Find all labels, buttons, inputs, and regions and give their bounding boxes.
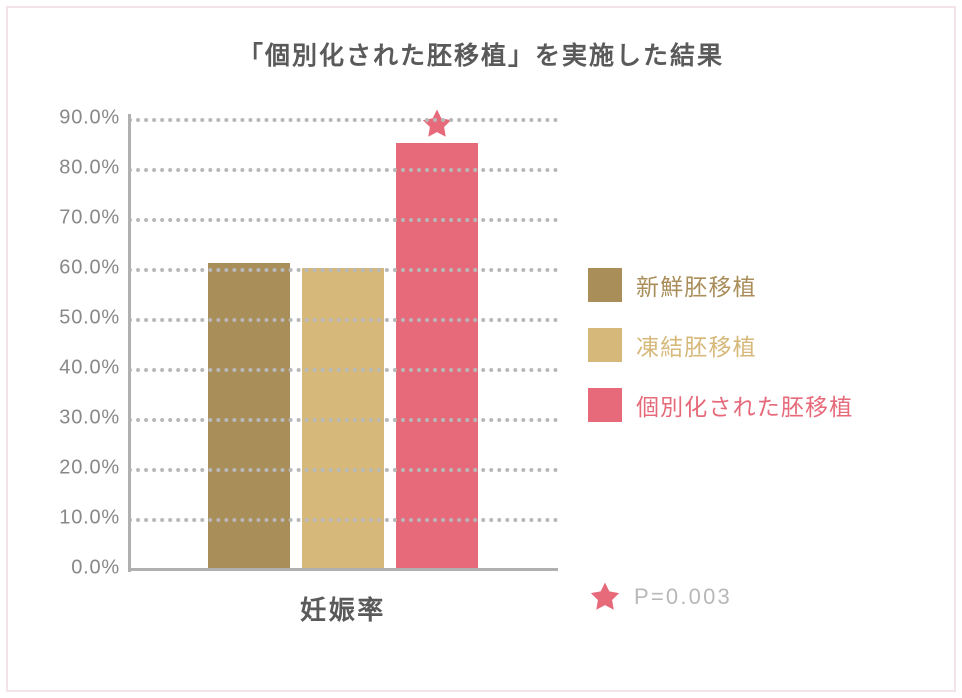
plot-area	[128, 118, 558, 568]
bar	[396, 143, 478, 568]
y-axis-line	[128, 114, 131, 572]
gridline	[128, 118, 558, 122]
legend-item: 個別化された胚移植	[588, 388, 924, 422]
legend-swatch	[588, 328, 622, 362]
star-icon	[420, 107, 454, 141]
gridline	[128, 168, 558, 172]
star-icon	[588, 580, 622, 614]
legend-label: 個別化された胚移植	[636, 388, 853, 422]
plot-column: 妊娠率	[128, 118, 558, 650]
y-tick-label: 20.0%	[59, 457, 120, 480]
legend-item: 凍結胚移植	[588, 328, 924, 362]
y-tick-label: 30.0%	[59, 407, 120, 430]
y-tick-label: 60.0%	[59, 257, 120, 280]
y-tick-label: 90.0%	[59, 107, 120, 130]
legend-swatch	[588, 388, 622, 422]
chart-card: 「個別化された胚移植」を実施した結果 0.0% 10.0% 20.0% 30.0% 40…	[6, 6, 956, 692]
bar	[208, 263, 290, 568]
gridline	[128, 518, 558, 522]
gridline	[128, 468, 558, 472]
gridline	[128, 318, 558, 322]
legend-label: 凍結胚移植	[636, 328, 757, 362]
chart-title: 「個別化された胚移植」を実施した結果	[8, 8, 954, 72]
gridline	[128, 418, 558, 422]
y-tick-label: 80.0%	[59, 157, 120, 180]
y-tick-label: 50.0%	[59, 307, 120, 330]
x-axis-line	[128, 568, 558, 571]
gridline	[128, 218, 558, 222]
legend-swatch	[588, 268, 622, 302]
legend-column: 新鮮胚移植凍結胚移植個別化された胚移植 P=0.003	[558, 118, 924, 650]
p-value-text: P=0.003	[634, 584, 732, 610]
gridline	[128, 268, 558, 272]
legend: 新鮮胚移植凍結胚移植個別化された胚移植	[588, 268, 924, 448]
y-tick-label: 40.0%	[59, 357, 120, 380]
y-tick-label: 70.0%	[59, 207, 120, 230]
legend-item: 新鮮胚移植	[588, 268, 924, 302]
y-axis: 0.0%10.0%20.0%30.0%40.0%50.0%60.0%70.0%8…	[38, 118, 128, 568]
legend-label: 新鮮胚移植	[636, 268, 757, 302]
p-value-note: P=0.003	[588, 580, 732, 614]
y-tick-label: 10.0%	[59, 507, 120, 530]
bars-group	[128, 118, 558, 568]
y-tick-label: 0.0%	[71, 557, 120, 580]
outer-frame: 「個別化された胚移植」を実施した結果 0.0% 10.0% 20.0% 30.0% 40…	[0, 0, 962, 698]
gridline	[128, 368, 558, 372]
x-axis-label: 妊娠率	[128, 590, 558, 627]
plot-wrap: 0.0% 10.0% 20.0% 30.0% 40.0% 50.0% 60.0% 70.0% 8…	[38, 118, 924, 650]
